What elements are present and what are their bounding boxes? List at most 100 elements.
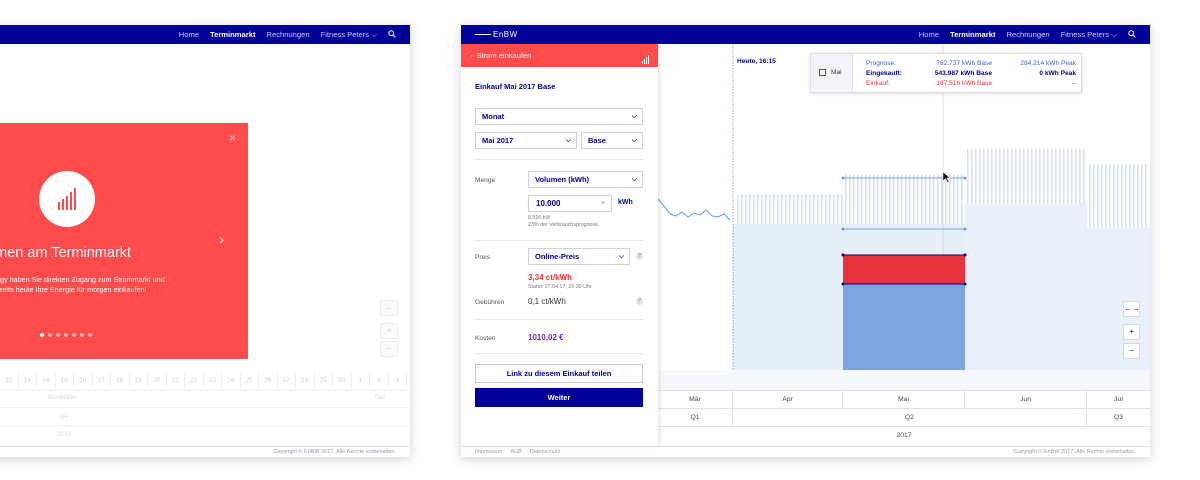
peak-stripe <box>817 194 819 224</box>
close-icon[interactable]: × <box>228 131 236 145</box>
price-timestamp: Stand: 27.04.17, 15:30 Uhr <box>528 284 592 290</box>
zoom-out-button[interactable]: − <box>1123 343 1140 359</box>
new-purchase-bar[interactable] <box>843 255 965 284</box>
panel-header-title: Strom einkaufen <box>476 51 532 60</box>
footer-link-agb[interactable]: AGB <box>510 449 522 455</box>
help-icon[interactable]: ? <box>636 253 643 260</box>
tooltip-row-eingekauft: Eingekauft: 543.987 kWh Base 0 kWh Peak <box>866 70 1076 77</box>
quarter-label[interactable]: Q1 <box>658 409 733 427</box>
ghost-day: 17 <box>93 373 111 388</box>
nav-terminmarkt[interactable]: Terminmarkt <box>210 30 256 39</box>
forecast-area-jul <box>1087 228 1150 370</box>
product-value: Base <box>588 136 606 145</box>
peak-stripe <box>1097 164 1099 228</box>
top-navigation-bar: Home Terminmarkt Rechnungen Fitness Pete… <box>0 25 410 44</box>
year-label[interactable]: 2017 <box>896 432 912 439</box>
quantity-unit-select[interactable]: Volumen (kWh) ⌵ <box>528 171 643 188</box>
quarter-label[interactable]: Q2 <box>733 409 1087 427</box>
peak-stripe <box>945 174 947 224</box>
peak-stripe <box>897 174 899 224</box>
price-type-select[interactable]: Online-Preis ⌵ <box>528 248 630 265</box>
terminmarkt-welcome-screen: Home Terminmarkt Rechnungen Fitness Pete… <box>0 25 410 457</box>
carousel-dot[interactable] <box>88 333 92 337</box>
peak-stripe <box>953 174 955 224</box>
nav-user-menu[interactable]: Fitness Peters ⌵ <box>1061 30 1117 40</box>
peak-stripe <box>1051 149 1053 203</box>
price-value: 3,34 ct/kWh <box>528 273 573 282</box>
ghost-month-label: November <box>48 395 76 401</box>
peak-stripe <box>813 194 815 224</box>
peak-stripe <box>1027 149 1029 203</box>
zoom-in-button[interactable]: + <box>1123 324 1140 340</box>
product-select[interactable]: Base ⌵ <box>581 132 643 149</box>
welcome-title: ommen am Terminmarkt <box>0 245 132 261</box>
nav-rechnungen[interactable]: Rechnungen <box>266 30 310 39</box>
chevron-right-icon[interactable]: › <box>219 231 224 247</box>
nav-home[interactable]: Home <box>178 30 200 39</box>
peak-stripe <box>949 174 951 224</box>
footer-link-datenschutz[interactable]: Datenschutz <box>529 449 561 455</box>
search-icon[interactable] <box>388 29 396 40</box>
month-label[interactable]: Jun <box>965 391 1087 409</box>
peak-stripe <box>849 174 851 224</box>
share-link-button[interactable]: Link zu diesem Einkauf teilen <box>475 364 643 383</box>
month-label[interactable]: Mär <box>658 391 733 409</box>
strom-einkaufen-screen: EnBW Home Terminmarkt Rechnungen Fitness… <box>461 25 1150 457</box>
quarter-label[interactable]: Q3 <box>1113 414 1124 421</box>
ghost-day: 19 <box>130 373 148 388</box>
pan-arrows-icon[interactable]: ←→ <box>1123 301 1140 317</box>
carousel-dot[interactable] <box>48 333 52 337</box>
carousel-dot[interactable] <box>56 333 60 337</box>
quantity-note-percent: 23% der Verbrauchsprognose <box>528 222 599 228</box>
peak-stripe <box>1003 149 1005 203</box>
carousel-dot[interactable] <box>72 333 76 337</box>
nav-home[interactable]: Home <box>918 30 940 39</box>
tooltip-row-einkauf: Einkauf: 187.516 kWh Base – <box>866 80 1076 87</box>
period-type-select[interactable]: Monat ⌵ <box>475 108 643 125</box>
month-label[interactable]: Mai <box>843 391 965 409</box>
clear-icon[interactable]: × <box>600 200 605 207</box>
carousel-dot[interactable] <box>80 333 84 337</box>
peak-stripe <box>1075 149 1077 203</box>
peak-stripe <box>1129 164 1131 228</box>
ghost-day: 13 <box>19 373 37 388</box>
peak-stripe <box>1079 149 1081 203</box>
month-axis: Mär Apr Mai Jun Jul <box>658 390 1150 409</box>
footer-link-impressum[interactable]: Impressum <box>475 449 503 455</box>
peak-stripe <box>1109 164 1111 228</box>
back-chevron-icon[interactable]: ‹ <box>470 51 473 60</box>
peak-stripe <box>885 174 887 224</box>
welcome-carousel: × ommen am Terminmarkt gy haben Sie dire… <box>0 123 248 359</box>
nav-terminmarkt[interactable]: Terminmarkt <box>950 30 996 39</box>
ghost-month-label-2: Dez <box>375 395 386 401</box>
enbw-logo[interactable]: EnBW <box>475 30 518 39</box>
carousel-dot[interactable] <box>64 333 68 337</box>
chart-bars-icon[interactable] <box>641 50 650 73</box>
tooltip-base-value: 782.737 kWh Base <box>936 60 992 67</box>
peak-stripe <box>961 174 963 224</box>
nav-rechnungen[interactable]: Rechnungen <box>1006 30 1050 39</box>
chevron-down-icon: ⌵ <box>565 137 571 144</box>
peak-stripe <box>745 194 747 224</box>
ghost-zoom-in-button: + <box>380 323 398 339</box>
help-icon[interactable]: ? <box>636 298 643 305</box>
peak-stripe <box>821 194 823 224</box>
ghost-day: 30 <box>333 373 352 388</box>
nav-user-menu[interactable]: Fitness Peters ⌵ <box>321 30 377 40</box>
tooltip-month-label: Mai <box>831 69 842 76</box>
next-button[interactable]: Weiter <box>475 388 643 407</box>
search-icon[interactable] <box>1128 29 1136 40</box>
month-label[interactable]: Jul <box>1114 396 1123 403</box>
month-select[interactable]: Mai 2017 ⌵ <box>475 132 577 149</box>
month-label[interactable]: Apr <box>733 391 843 409</box>
tooltip-label: Eingekauft: <box>866 70 902 77</box>
ghost-quarter-label: Q4 <box>60 414 69 420</box>
ghost-day: 20 <box>148 373 167 388</box>
year-axis: 2017 <box>658 426 1150 446</box>
tooltip-peak-value: 284.214 kWh Peak <box>1020 60 1076 67</box>
quantity-input[interactable]: 10.000 × <box>528 195 612 212</box>
peak-stripe <box>797 194 799 224</box>
peak-stripe <box>737 194 739 224</box>
carousel-dot[interactable] <box>40 333 44 337</box>
peak-stripe <box>1089 164 1091 228</box>
